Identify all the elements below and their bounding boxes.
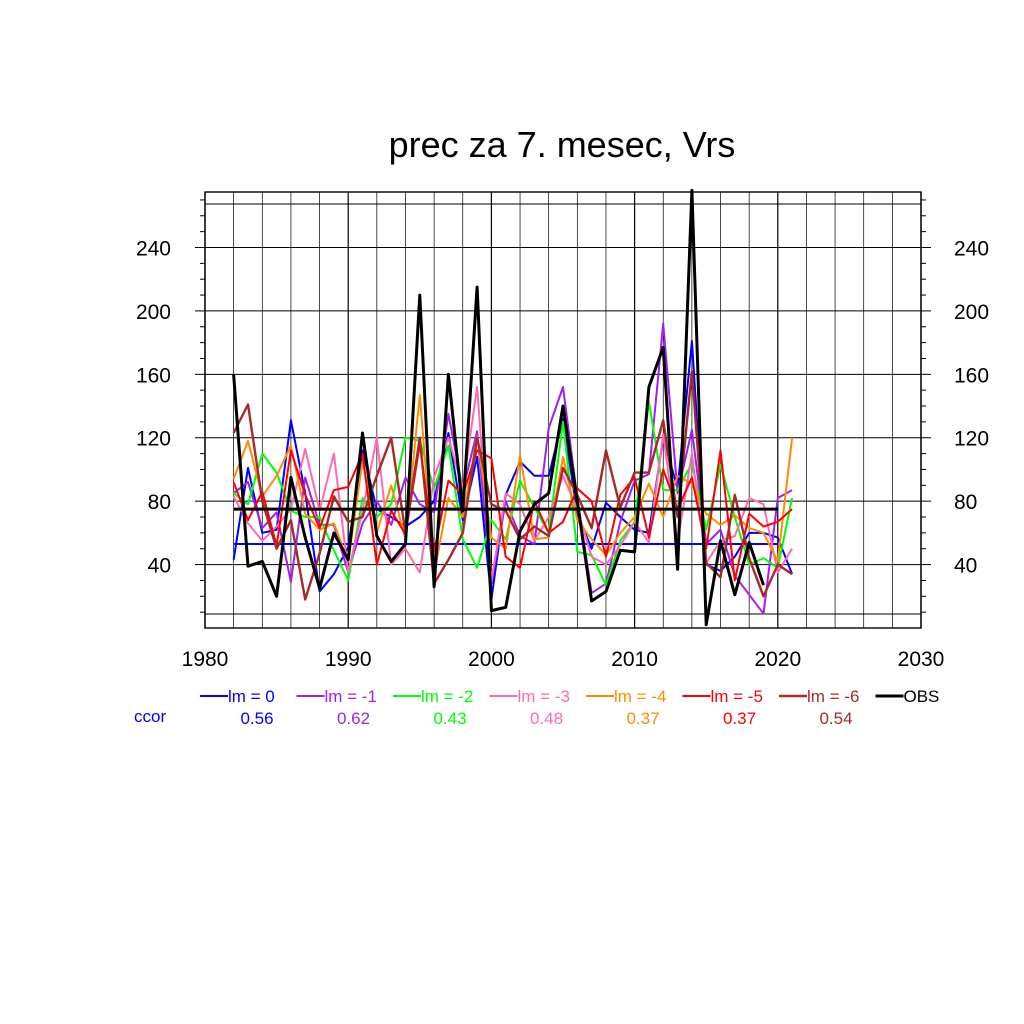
- series-line-6: [232, 370, 793, 601]
- series-line-3: [232, 386, 793, 582]
- plot-border: [204, 191, 922, 629]
- y-tick-label-right: 120: [954, 428, 989, 451]
- series-line-7: [232, 188, 765, 627]
- y-tick-label-left: 160: [136, 364, 171, 387]
- plot-frame: [204, 191, 922, 629]
- y-tick-label-left: 120: [136, 428, 171, 451]
- legend-corr-3: 0.48: [530, 709, 563, 728]
- axis-ticks: [195, 199, 931, 613]
- y-tick-label-right: 200: [954, 301, 989, 324]
- legend-corr-1: 0.62: [337, 709, 370, 728]
- legend-corr-5: 0.37: [723, 709, 756, 728]
- legend-corr-2: 0.43: [433, 709, 466, 728]
- y-tick-label-right: 240: [954, 237, 989, 260]
- legend-label-5: lm = -5: [711, 687, 763, 706]
- legend: lm = 0 0.56 lm = -1 0.62 lm = -2 0.43 lm = -3 0…: [134, 687, 939, 728]
- x-tick-label: 2010: [611, 648, 658, 671]
- x-tick-label: 2000: [468, 648, 515, 671]
- legend-label-4: lm = -4: [614, 687, 666, 706]
- legend-label-2: lm = -2: [421, 687, 473, 706]
- legend-label-6: lm = -6: [807, 687, 859, 706]
- series-line-4: [232, 393, 794, 576]
- legend-corr-6: 0.54: [819, 709, 852, 728]
- y-tick-label-left: 200: [136, 301, 171, 324]
- x-tick-label: 1990: [325, 648, 372, 671]
- y-tick-label-left: 80: [148, 491, 171, 514]
- legend-corr-0: 0.56: [240, 709, 273, 728]
- legend-label-7: OBS: [904, 687, 940, 706]
- y-tick-label-right: 160: [954, 364, 989, 387]
- x-tick-label: 2020: [754, 648, 801, 671]
- x-tick-label: 2030: [898, 648, 945, 671]
- y-tick-label-left: 240: [136, 237, 171, 260]
- chart-title: prec za 7. mesec, Vrs: [389, 124, 736, 165]
- series-lines: [232, 188, 794, 627]
- legend-label-0: lm = 0: [228, 687, 275, 706]
- legend-corr-4: 0.37: [626, 709, 659, 728]
- y-tick-label-left: 40: [148, 555, 171, 578]
- legend-label-3: lm = -3: [518, 687, 570, 706]
- legend-label-1: lm = -1: [325, 687, 377, 706]
- legend-corr-label: ccor: [134, 707, 166, 726]
- grid: [204, 192, 922, 628]
- y-tick-label-right: 40: [954, 555, 977, 578]
- y-tick-label-right: 80: [954, 491, 977, 514]
- x-tick-label: 1980: [182, 648, 229, 671]
- axis-tick-labels: 40 40 80 80 120 120 160 160 200 200 240 240 1980 1990…: [136, 237, 989, 671]
